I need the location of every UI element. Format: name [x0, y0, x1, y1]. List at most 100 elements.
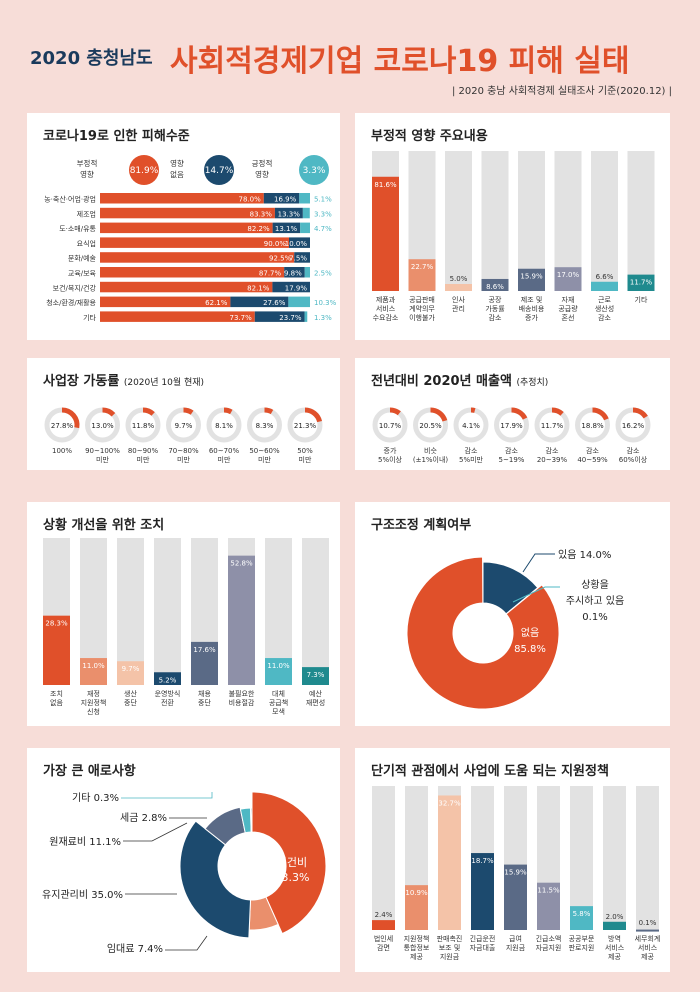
pie-label: 85.8%: [514, 644, 546, 655]
bar-category-label: 공급량: [558, 305, 578, 313]
pie-slice: [250, 807, 253, 833]
leader-line: [522, 553, 555, 573]
damage-title: 코로나19로 인한 피해수준: [43, 129, 190, 144]
damage-bar: [254, 311, 305, 322]
damage-data-label: 2.5%: [314, 270, 332, 278]
bar: [43, 615, 70, 685]
measures-card: 상황 개선을 위한 조치 28.3% 조치 없음 11.0% 재정 지원정책 신청 9.7% 생…: [27, 502, 340, 726]
pie-slice: [251, 791, 327, 935]
restructure-title: 구조조정 계획여부: [371, 518, 472, 533]
bar-category-label: 공급판매: [409, 295, 435, 304]
damage-data-label: 10.0%: [285, 240, 308, 248]
bar-category-label: 이행불가: [409, 313, 435, 322]
ring-category-label: (±1%이내): [413, 455, 449, 464]
damage-data-label: 82.1%: [247, 284, 270, 292]
legend-value: 14.7%: [205, 166, 234, 176]
bar-value-label: 17.6%: [193, 646, 216, 654]
leader-line: [121, 792, 213, 799]
pie-label: 원재료비 11.1%: [49, 836, 121, 848]
bar-category-label: 긴급소액: [536, 934, 562, 943]
bar-value-label: 5.8%: [573, 910, 591, 918]
damage-data-label: 83.3%: [250, 210, 273, 218]
restructure-card: 구조조정 계획여부 있음 14.0% 상황을 주시하고 있음 0.1% 없음 85.8%: [355, 502, 670, 726]
damage-bar: [100, 252, 295, 263]
bar-category-label: 제공: [410, 953, 423, 961]
bar-background: [518, 151, 545, 291]
bar-category-label: 대체: [272, 690, 285, 698]
ring-category-label: 5~19%: [499, 456, 525, 464]
damage-data-label: 7.5%: [289, 255, 307, 263]
bar: [445, 284, 472, 291]
damage-category-label: 농·축산·어업·광업: [44, 195, 96, 204]
bar-category-label: 서비스: [638, 943, 658, 952]
pie-label: 주시하고 있음: [566, 594, 624, 607]
ring-value: 13.0%: [91, 422, 114, 430]
damage-category-label: 보건/복지/건강: [53, 283, 97, 292]
bar: [408, 259, 436, 291]
bar-category-label: 세무회계: [635, 934, 661, 943]
damage-bar: [100, 207, 275, 219]
damage-data-label: 5.1%: [314, 196, 332, 204]
bar: [504, 864, 527, 930]
ring-value: 20.5%: [419, 422, 442, 430]
damage-data-label: 1.3%: [314, 314, 332, 322]
bar-value-label: 11.0%: [267, 662, 290, 670]
bar-category-label: 배송비용: [519, 304, 545, 313]
bar-value-label: 2.4%: [375, 911, 393, 919]
ring-value: 8.1%: [215, 422, 233, 430]
legend-label: 영향: [255, 169, 269, 179]
bar-background: [627, 151, 655, 291]
pie-slice: [204, 806, 246, 846]
operation-title: 사업장 가동률 (2020년 10월 현재): [43, 370, 204, 389]
bar: [191, 641, 218, 685]
bar-category-label: 감면: [377, 943, 390, 952]
damage-bar: [304, 267, 310, 278]
ring-category-label: 미만: [258, 455, 271, 464]
bar-value-label: 81.6%: [374, 181, 397, 189]
bar-value-label: 32.7%: [438, 799, 461, 807]
ring-category-label: 40~59%: [577, 456, 608, 464]
bar-category-label: 수요감소: [373, 314, 399, 322]
legend-value: 3.3%: [303, 166, 326, 176]
ring-value: 9.7%: [175, 422, 193, 430]
ring-arc: [632, 407, 648, 419]
ring-category-label: 80~90%: [128, 447, 159, 455]
bar-value-label: 11.5%: [537, 887, 560, 895]
damage-bar: [100, 237, 289, 248]
bar-category-label: 지원정책: [81, 698, 107, 707]
bar-category-label: 예산: [309, 689, 322, 698]
pie-slice: [406, 556, 560, 710]
damage-bar: [289, 237, 310, 248]
damage-data-label: 13.1%: [275, 225, 298, 233]
bar: [265, 658, 292, 685]
damage-bar: [272, 281, 310, 293]
bar-background: [117, 538, 144, 685]
ring-category-label: 감소: [627, 447, 640, 455]
damage-bar: [300, 222, 310, 234]
bar: [636, 929, 659, 932]
bar-category-label: 자금대출: [470, 943, 496, 952]
ring-value: 27.8%: [51, 422, 74, 430]
bar: [405, 885, 428, 930]
legend-label: 영향: [80, 169, 94, 179]
bar-background: [570, 786, 593, 930]
difficulty-chart: 인건비 43.3% 임대료 7.4% 유지관리비 35.0% 원재료비 11.1% 세금 …: [42, 791, 327, 955]
damage-bar: [284, 267, 305, 278]
damage-bar: [304, 311, 308, 322]
bar: [471, 853, 494, 930]
damage-category-label: 청소/환경/재활용: [46, 298, 96, 307]
bar-category-label: 중단: [124, 698, 137, 707]
damage-data-label: 13.3%: [278, 210, 301, 218]
negative-card: 부정적 영향 주요내용 81.6% 제품과 서비스 수요감소 22.7% 공급판매 계약의무…: [355, 113, 670, 340]
bar-category-label: 방역: [608, 934, 621, 943]
pie-label: 기타 0.3%: [72, 792, 119, 804]
bar-value-label: 2.0%: [606, 913, 624, 921]
damage-bar: [100, 281, 273, 293]
bar-category-label: 지원금: [506, 943, 526, 952]
ring-category-label: 50~60%: [249, 447, 280, 455]
legend-circle: [204, 155, 234, 185]
ring-category-label: 5%이상: [378, 455, 403, 464]
header-year-title: 2020 충청남도: [30, 48, 153, 69]
